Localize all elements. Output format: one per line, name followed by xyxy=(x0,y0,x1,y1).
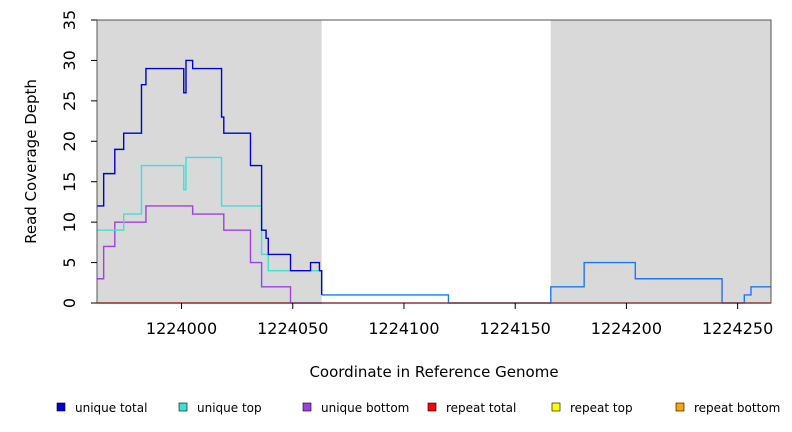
x-tick-label-1: 1224050 xyxy=(257,319,328,338)
y-tick-label-6: 30 xyxy=(60,50,79,70)
x-axis: 1224000 1224050 1224100 1224150 1224200 12242… xyxy=(146,303,773,338)
legend-swatch-2 xyxy=(302,402,312,412)
legend-label-0: unique total xyxy=(75,401,147,415)
legend-label-1: unique top xyxy=(197,401,262,415)
shaded-regions xyxy=(97,20,771,303)
series-line-2 xyxy=(97,205,322,304)
shaded-region-1 xyxy=(550,20,771,303)
plot-frame xyxy=(96,19,772,304)
y-tick-label-5: 25 xyxy=(60,91,79,111)
legend-swatch-3 xyxy=(427,402,437,412)
x-tick-label-5: 1224250 xyxy=(702,319,773,338)
legend-label-4: repeat top xyxy=(570,401,633,415)
y-axis: 0 5 10 15 20 25 30 35 xyxy=(60,10,97,308)
y-tick-label-0: 0 xyxy=(60,298,79,308)
y-tick-label-2: 10 xyxy=(60,212,79,232)
series-line-0 xyxy=(97,59,323,295)
legend-label-5: repeat bottom xyxy=(694,401,780,415)
y-tick-label-3: 15 xyxy=(60,172,79,192)
legend-label-3: repeat total xyxy=(446,401,516,415)
y-tick-label-4: 20 xyxy=(60,131,79,151)
legend: unique total unique top unique bottom repea… xyxy=(56,401,780,415)
shaded-region-0 xyxy=(97,20,322,303)
legend-swatch-1 xyxy=(178,402,188,412)
x-axis-label: Coordinate in Reference Genome xyxy=(309,363,558,381)
legend-label-2: unique bottom xyxy=(321,401,409,415)
legend-swatch-0 xyxy=(56,402,66,412)
y-axis-label: Read Coverage Depth xyxy=(22,79,40,244)
legend-swatch-4 xyxy=(551,402,561,412)
y-tick-label-7: 35 xyxy=(60,10,79,30)
x-tick-label-4: 1224200 xyxy=(591,319,662,338)
x-tick-label-0: 1224000 xyxy=(146,319,217,338)
y-tick-label-1: 5 xyxy=(60,257,79,267)
x-tick-label-3: 1224150 xyxy=(480,319,551,338)
legend-swatch-5 xyxy=(675,402,685,412)
series-line-1 xyxy=(97,156,323,295)
x-tick-label-2: 1224100 xyxy=(368,319,439,338)
